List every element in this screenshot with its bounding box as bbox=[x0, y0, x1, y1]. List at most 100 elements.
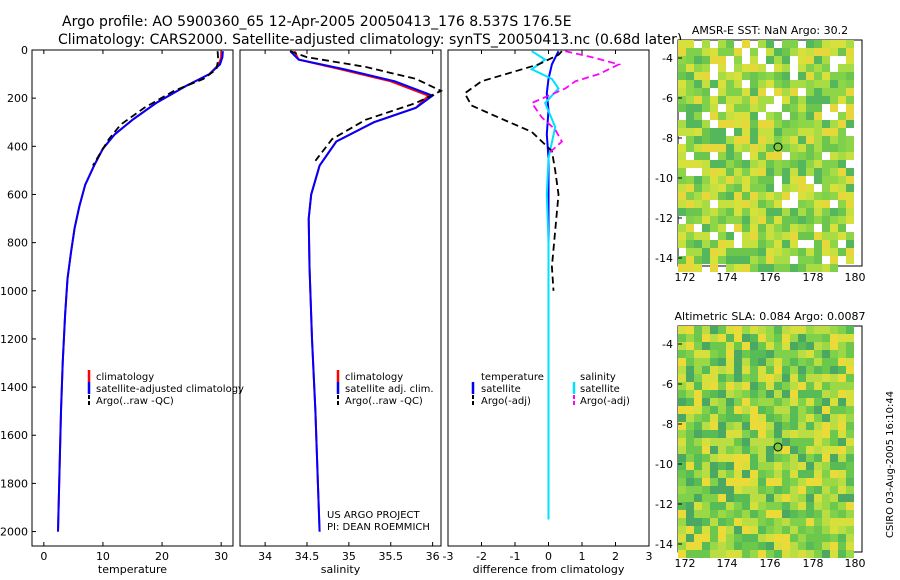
map-cell bbox=[766, 144, 774, 152]
map-cell bbox=[718, 398, 726, 406]
map-cell bbox=[774, 160, 782, 168]
map-cell bbox=[774, 398, 782, 406]
map-cell bbox=[782, 232, 790, 240]
map-cell bbox=[830, 366, 838, 374]
map-cell bbox=[782, 184, 790, 192]
map-cell bbox=[766, 510, 774, 518]
map-cell bbox=[822, 414, 830, 422]
map-cell bbox=[734, 398, 742, 406]
map-cell bbox=[726, 248, 734, 256]
map-cell bbox=[710, 128, 718, 136]
map-cell bbox=[814, 534, 822, 542]
map-cell bbox=[846, 104, 854, 112]
map-cell bbox=[790, 406, 798, 414]
map-cell bbox=[742, 430, 750, 438]
map-cell bbox=[678, 88, 686, 96]
map-cell bbox=[686, 208, 694, 216]
map-cell bbox=[806, 200, 814, 208]
map-cell bbox=[806, 366, 814, 374]
map-cell bbox=[774, 326, 782, 334]
map-cell bbox=[758, 160, 766, 168]
map-cell bbox=[822, 248, 830, 256]
map-cell bbox=[694, 358, 702, 366]
map-cell bbox=[814, 358, 822, 366]
map-cell bbox=[678, 152, 686, 160]
map-cell bbox=[806, 168, 814, 176]
map-cell bbox=[774, 192, 782, 200]
map-cell bbox=[782, 390, 790, 398]
map-cell bbox=[782, 486, 790, 494]
map-cell bbox=[814, 462, 822, 470]
map-cell bbox=[774, 342, 782, 350]
map-cell bbox=[702, 88, 710, 96]
map-cell bbox=[758, 342, 766, 350]
map-cell bbox=[694, 518, 702, 526]
map-cell bbox=[726, 390, 734, 398]
map-cell bbox=[726, 144, 734, 152]
map-cell bbox=[822, 232, 830, 240]
map-cell bbox=[750, 48, 758, 56]
map-cell bbox=[806, 334, 814, 342]
map-cell bbox=[806, 494, 814, 502]
map-cell bbox=[830, 160, 838, 168]
map-cell bbox=[798, 72, 806, 80]
map-cell bbox=[694, 542, 702, 550]
map-cell bbox=[806, 486, 814, 494]
y-tick-label: 1400 bbox=[0, 381, 28, 394]
map-cell bbox=[694, 390, 702, 398]
map-cell bbox=[758, 478, 766, 486]
map-cell bbox=[750, 256, 758, 264]
map-cell bbox=[814, 48, 822, 56]
map-cell bbox=[726, 542, 734, 550]
map-cell bbox=[790, 104, 798, 112]
map-cell bbox=[726, 502, 734, 510]
map-cell bbox=[758, 264, 766, 272]
sla-map-title: Altimetric SLA: 0.084 Argo: 0.0087 bbox=[674, 310, 865, 323]
map-cell bbox=[822, 438, 830, 446]
salinity-panel: 34 34.5 35 35.5 36 salinity bbox=[239, 49, 444, 576]
map-cell bbox=[830, 342, 838, 350]
map-cell bbox=[718, 334, 726, 342]
map-cell bbox=[846, 168, 854, 176]
map-cell bbox=[846, 248, 854, 256]
map-cell bbox=[822, 72, 830, 80]
map-cell bbox=[822, 390, 830, 398]
map-cell bbox=[718, 350, 726, 358]
map-cell bbox=[710, 542, 718, 550]
map-cell bbox=[782, 192, 790, 200]
map-cell bbox=[678, 502, 686, 510]
map-cell bbox=[734, 136, 742, 144]
map-cell bbox=[750, 446, 758, 454]
map-cell bbox=[790, 334, 798, 342]
map-cell bbox=[814, 406, 822, 414]
map-cell bbox=[790, 160, 798, 168]
map-cell bbox=[734, 478, 742, 486]
y-tick-label: 600 bbox=[7, 188, 28, 201]
map-cell bbox=[750, 144, 758, 152]
map-cell bbox=[702, 382, 710, 390]
map-cell bbox=[734, 350, 742, 358]
map-cell bbox=[822, 366, 830, 374]
map-cell bbox=[726, 184, 734, 192]
map-cell bbox=[846, 112, 854, 120]
map-cell bbox=[790, 40, 798, 48]
map-cell bbox=[838, 200, 846, 208]
map-cell bbox=[814, 526, 822, 534]
map-cell bbox=[726, 168, 734, 176]
map-cell bbox=[742, 144, 750, 152]
map-cell bbox=[846, 502, 854, 510]
map-cell bbox=[678, 64, 686, 72]
map-cell bbox=[766, 232, 774, 240]
map-cell bbox=[766, 334, 774, 342]
map-cell bbox=[830, 232, 838, 240]
map-cell bbox=[734, 526, 742, 534]
y-tick-label: 200 bbox=[7, 92, 28, 105]
map-cell bbox=[814, 342, 822, 350]
map-cell bbox=[806, 232, 814, 240]
map-cell bbox=[774, 526, 782, 534]
map-cell bbox=[678, 40, 686, 48]
map-cell bbox=[758, 104, 766, 112]
map-cell bbox=[798, 366, 806, 374]
map-cell bbox=[742, 486, 750, 494]
x-axis-label: difference from climatology bbox=[473, 563, 625, 576]
